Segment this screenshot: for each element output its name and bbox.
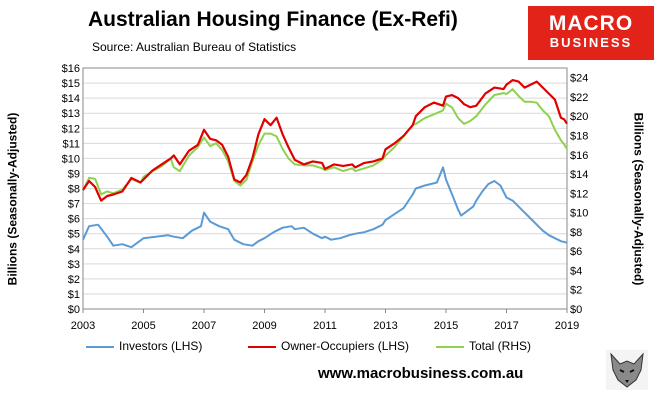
footer-url: www.macrobusiness.com.au	[318, 365, 524, 382]
y-left-tick-label: $5	[68, 229, 80, 241]
legend-investors: Investors (LHS)	[86, 339, 202, 353]
fox-logo-icon	[606, 350, 648, 390]
y-right-tick-label: $18	[570, 130, 588, 142]
x-tick-label: 2009	[252, 320, 276, 332]
y-left-tick-label: $4	[68, 244, 80, 256]
x-tick-label: 2017	[494, 320, 518, 332]
legend-total: Total (RHS)	[436, 339, 531, 353]
logo-line-1: MACRO	[548, 12, 634, 35]
y-left-tick-label: $6	[68, 214, 80, 226]
macrobusiness-logo: MACRO BUSINESS	[528, 6, 654, 60]
y-left-tick-label: $16	[62, 63, 80, 75]
y-right-tick-label: $6	[570, 246, 582, 258]
y-left-tick-label: $0	[68, 304, 80, 316]
y-right-tick-label: $12	[570, 188, 588, 200]
legend-investors-label: Investors (LHS)	[119, 339, 203, 353]
y-left-tick-label: $11	[62, 138, 80, 150]
y-left-tick-label: $9	[68, 168, 80, 180]
total-line	[82, 88, 568, 196]
chart-title: Australian Housing Finance (Ex-Refi)	[88, 8, 458, 31]
x-tick-label: 2005	[131, 320, 155, 332]
x-tick-label: 2019	[555, 320, 579, 332]
y-right-tick-label: $14	[570, 169, 588, 181]
y-right-tick-label: $22	[570, 92, 588, 104]
y-right-tick-label: $24	[570, 73, 588, 85]
y-left-tick-label: $10	[62, 153, 80, 165]
y-left-tick-label: $14	[62, 93, 80, 105]
y-left-tick-label: $3	[68, 259, 80, 271]
y-left-tick-label: $15	[62, 78, 80, 90]
y-right-tick-label: $16	[570, 150, 588, 162]
y-left-tick-label: $13	[62, 108, 80, 120]
y-right-tick-label: $10	[570, 208, 588, 220]
y-left-tick-label: $8	[68, 184, 80, 196]
legend-owner-occupiers: Owner-Occupiers (LHS)	[248, 339, 409, 353]
y-right-tick-label: $20	[570, 111, 588, 123]
x-tick-label: 2015	[434, 320, 458, 332]
y-left-tick-label: $2	[68, 274, 80, 286]
investors-line	[82, 166, 568, 249]
x-tick-label: 2007	[192, 320, 216, 332]
x-tick-label: 2013	[373, 320, 397, 332]
legend-owner-occupiers-swatch	[248, 345, 276, 348]
x-tick-label: 2011	[313, 320, 337, 332]
chart-source: Source: Australian Bureau of Statistics	[92, 40, 297, 54]
legend-total-label: Total (RHS)	[469, 339, 532, 353]
y-left-tick-label: $7	[68, 199, 80, 211]
owner-occupiers-line	[82, 78, 568, 202]
y-right-tick-label: $4	[570, 265, 582, 277]
y-axis-left-label: Billions (Seasonally-Adjusted)	[5, 112, 20, 286]
y-left-tick-label: $12	[62, 123, 80, 135]
legend-owner-occupiers-label: Owner-Occupiers (LHS)	[281, 339, 410, 353]
legend-total-swatch	[436, 345, 464, 348]
legend-investors-swatch	[86, 345, 114, 348]
y-right-tick-label: $2	[570, 285, 582, 297]
y-left-tick-label: $1	[68, 289, 80, 301]
y-right-tick-label: $8	[570, 227, 582, 239]
logo-line-2: BUSINESS	[549, 35, 633, 50]
y-right-tick-label: $0	[570, 304, 582, 316]
y-axis-right-label: Billions (Seasonally-Adjusted)	[631, 112, 646, 286]
x-tick-label: 2003	[71, 320, 95, 332]
